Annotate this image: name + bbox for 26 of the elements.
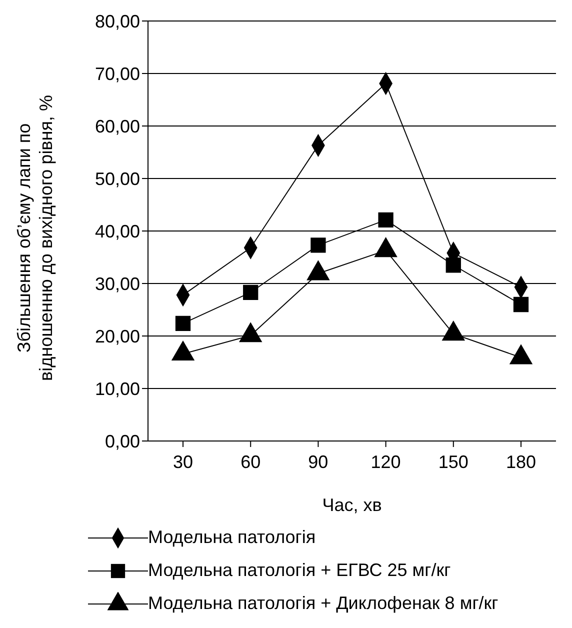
x-tick-label: 60 (240, 452, 261, 472)
point (446, 258, 461, 273)
x-axis-title: Час, хв (322, 495, 382, 515)
point (378, 212, 394, 228)
point (310, 238, 326, 253)
y-tick-label: 40,00 (94, 221, 140, 242)
y-tick-label: 50,00 (94, 168, 140, 189)
y-tick-label: 80,00 (94, 11, 140, 32)
y-tick-label: 30,00 (94, 274, 140, 294)
y-tick-label: 70,00 (94, 64, 140, 84)
legend-label: Модельна патологія (148, 527, 316, 548)
x-tick-label: 120 (370, 452, 401, 472)
x-tick-label: 150 (438, 452, 468, 472)
point (513, 296, 529, 312)
x-tick-label: 180 (506, 452, 536, 472)
y-tick-label: 0,00 (104, 431, 140, 452)
legend-label: Модельна патологія + Диклофенак 8 мг/кг (148, 593, 498, 614)
y-tick-label: 60,00 (94, 116, 140, 136)
point (243, 284, 258, 300)
x-tick-label: 30 (172, 452, 194, 472)
y-tick-label: 10,00 (94, 378, 140, 399)
legend-label: Модельна патологія + ЕГВС 25 мг/кг (148, 560, 451, 581)
x-tick-label: 90 (308, 452, 328, 472)
y-axis-title: Збільшення об’єму лапи по відношенню до вихідного рівня, % (14, 95, 56, 381)
y-tick-label: 20,00 (94, 326, 140, 346)
point (175, 316, 191, 331)
